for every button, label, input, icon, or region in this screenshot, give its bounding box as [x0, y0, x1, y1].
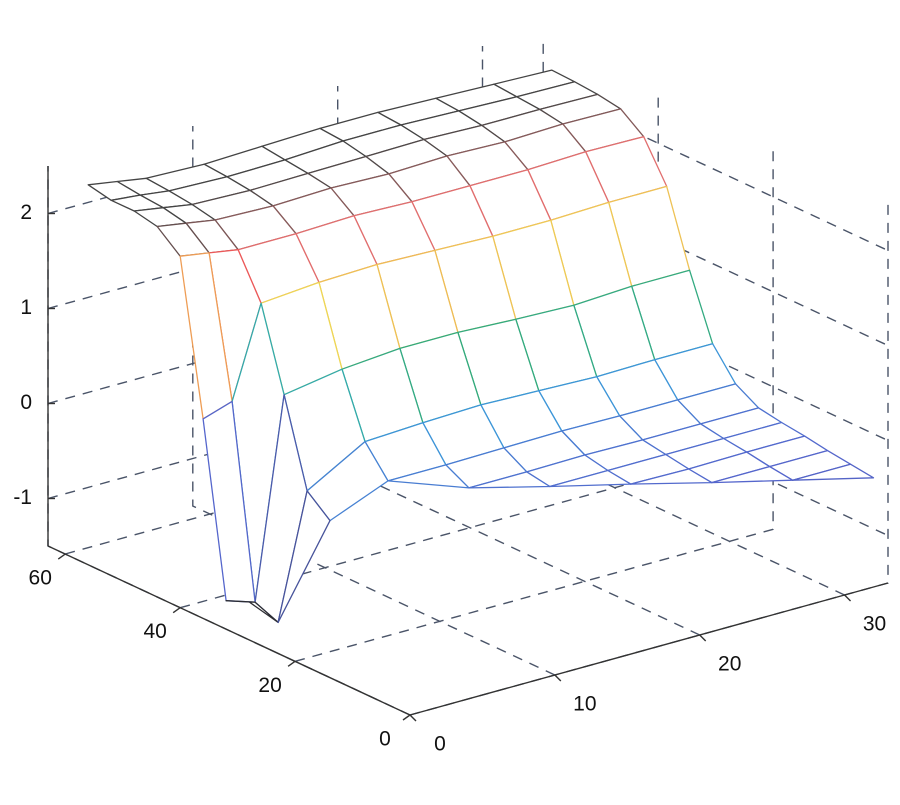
- y-grid-line: [294, 149, 774, 662]
- x-tick: [699, 634, 707, 642]
- z-tick-label: -1: [13, 486, 32, 509]
- x-tick-label: 10: [573, 693, 596, 716]
- z-tick-label: 0: [20, 391, 32, 414]
- z-tick-label: 1: [20, 296, 32, 319]
- x-axis-line: [409, 582, 889, 716]
- x-tick-label: 0: [434, 733, 446, 756]
- x-tick-label: 20: [718, 653, 741, 676]
- y-tick-label: 20: [258, 674, 281, 697]
- y-tick: [57, 553, 66, 560]
- x-tick: [554, 674, 562, 682]
- mesh-cell: [791, 463, 875, 481]
- mesh-cell: [387, 464, 470, 489]
- y-axis-line: [47, 545, 411, 716]
- y-tick-label: 60: [29, 567, 52, 590]
- mesh-cell: [468, 471, 551, 489]
- mesh-cell: [711, 465, 794, 484]
- mesh-cell: [225, 600, 279, 624]
- x-tick: [844, 594, 852, 602]
- mesh-cell: [630, 468, 713, 485]
- x-tick: [409, 714, 417, 722]
- y-tick-label: 0: [379, 728, 391, 751]
- y-tick-label: 40: [143, 620, 166, 643]
- mesh-cell: [277, 490, 331, 624]
- y-tick: [287, 660, 296, 667]
- y-tick: [402, 714, 411, 721]
- y-tick: [172, 607, 181, 614]
- x-tick-label: 30: [863, 613, 886, 636]
- mesh-cell: [549, 469, 632, 488]
- z-tick-label: 2: [20, 201, 32, 224]
